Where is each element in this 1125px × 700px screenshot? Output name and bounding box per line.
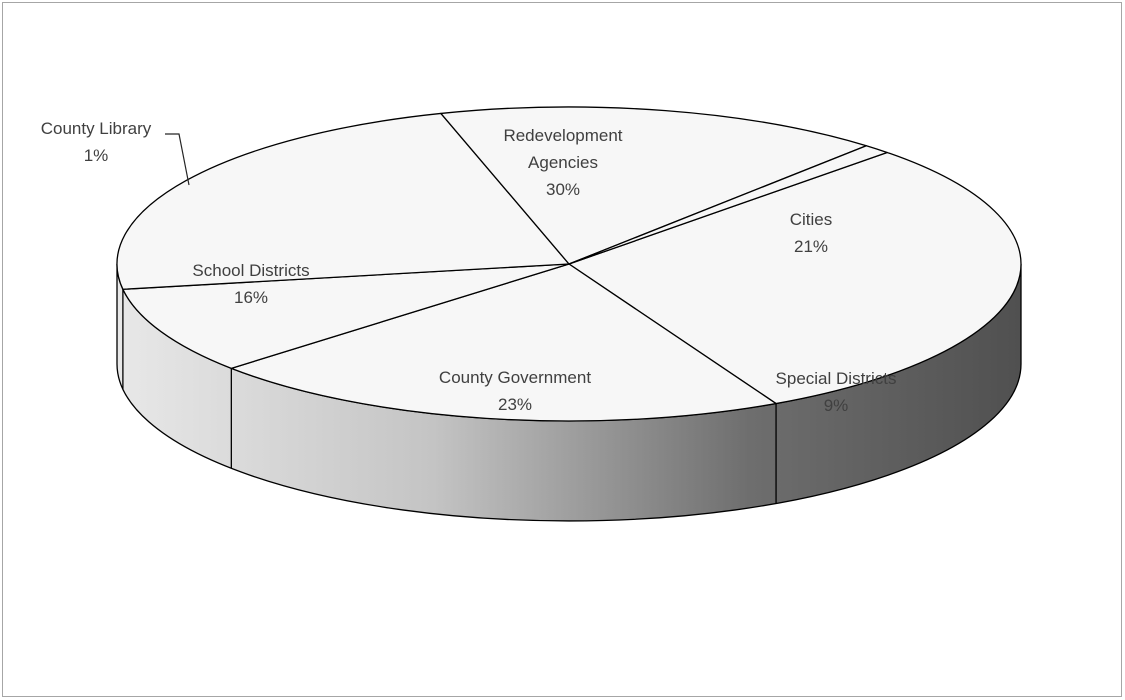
data-label-percent: 1% [84,146,109,165]
data-label-name: Redevelopment [503,126,622,145]
data-label-special-districts: Special Districts 9% [776,369,897,415]
pie-slice-county-library [568,145,888,265]
data-label-cities: Cities 21% [790,210,833,256]
pie-slice-redevelopment-agencies [568,151,1022,405]
data-labels: Redevelopment Agencies 30% Cities 21% Special… [41,119,897,415]
pie-slice-county-government [116,112,570,290]
data-label-percent: 23% [498,395,532,414]
leader-line [165,133,190,186]
pie-slice-cities [230,263,777,422]
data-label-percent: 30% [546,180,580,199]
pie-chart: Redevelopment Agencies 30% Cities 21% Special… [41,106,1022,522]
data-label-county-library: County Library 1% [41,119,152,165]
data-label-name: County Government [439,368,591,387]
data-label-percent: 21% [794,237,828,256]
data-label-school-districts: School Districts 16% [192,261,309,307]
data-label-name: Cities [790,210,833,229]
data-label-redevelopment-agencies: Redevelopment Agencies 30% [503,126,622,199]
pie-slice-special-districts [122,263,570,370]
pie-top [116,106,1022,422]
data-label-name: County Library [41,119,152,138]
data-label-county-government: County Government 23% [439,368,591,414]
data-label-name: School Districts [192,261,309,280]
data-label-percent: 16% [234,288,268,307]
data-label-name: Agencies [528,153,598,172]
pie-slice-school-districts [440,106,867,265]
data-label-name: Special Districts [776,369,897,388]
data-label-percent: 9% [824,396,849,415]
